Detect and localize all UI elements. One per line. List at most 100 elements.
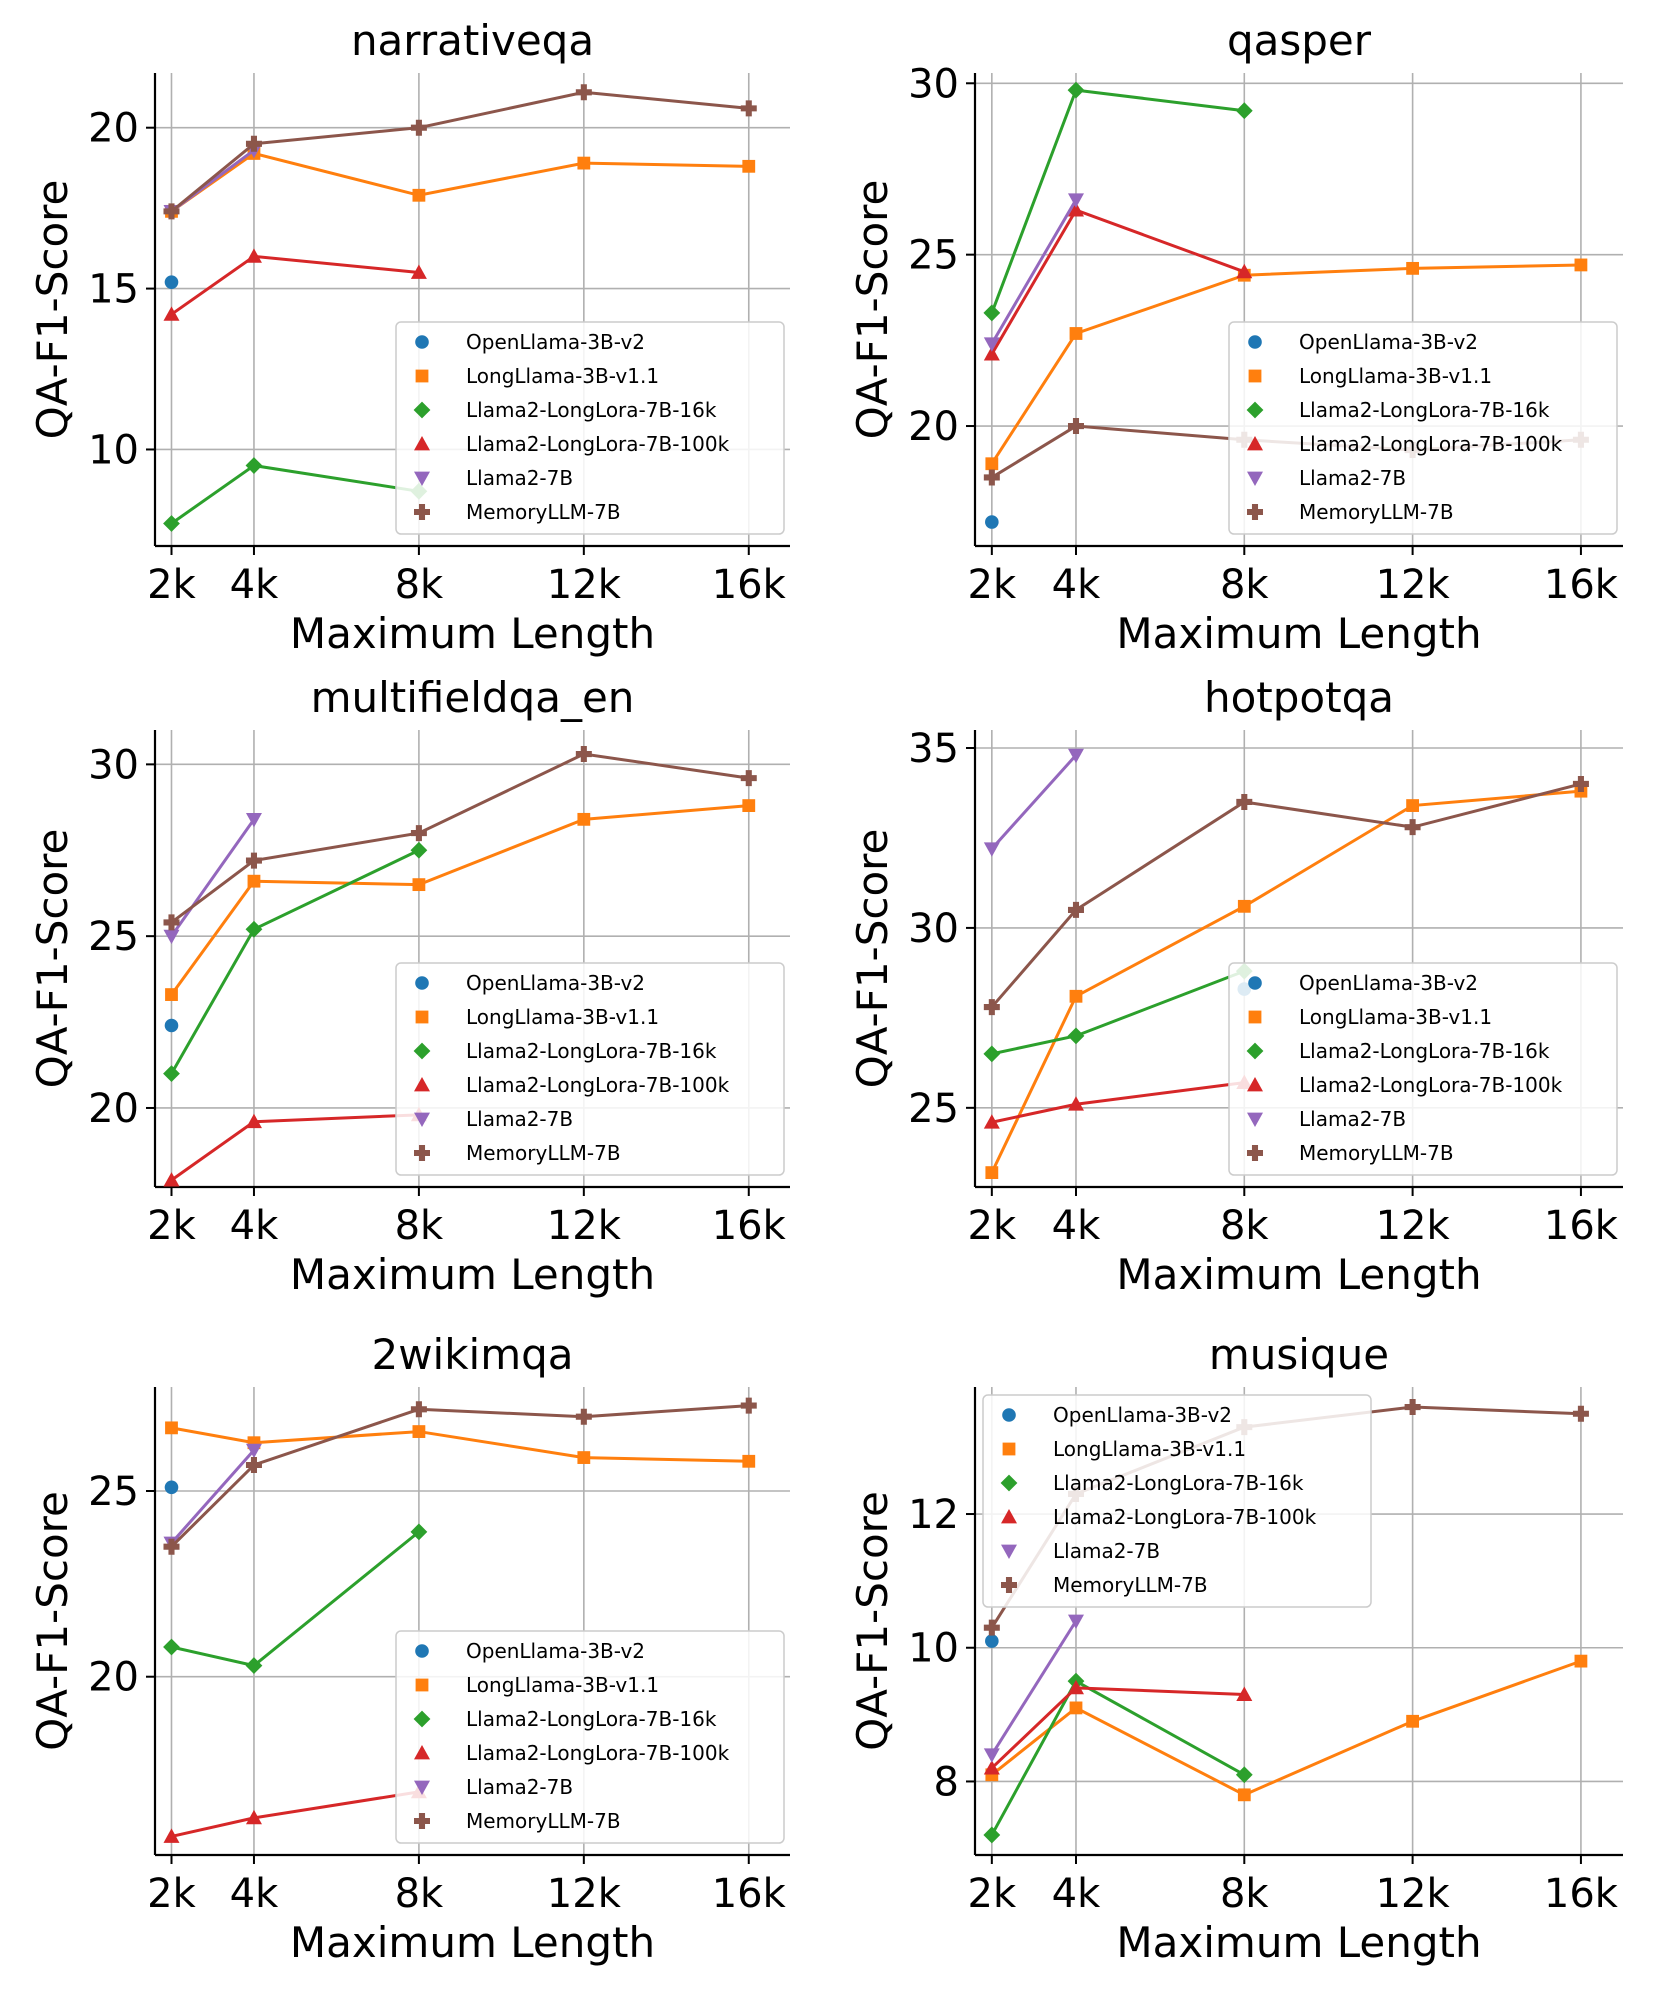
legend-marker <box>414 1745 430 1760</box>
data-point <box>412 1425 426 1438</box>
data-point <box>1406 261 1420 275</box>
legend: OpenLlama-3B-v2 LongLlama-3B-v1.1 Llama2-L… <box>982 1394 1372 1608</box>
chart-title: multifieldqa_en <box>311 673 635 722</box>
legend-marker <box>415 1644 429 1658</box>
legend-label: Llama2-LongLora-7B-16k <box>1299 398 1550 422</box>
data-point <box>1237 899 1251 913</box>
legend-label: MemoryLLM-7B <box>1299 500 1454 524</box>
series-line <box>991 1081 1245 1124</box>
data-point <box>1574 1654 1588 1668</box>
x-axis-label: Maximum Length <box>290 609 655 658</box>
data-point <box>983 1114 1000 1129</box>
y-tick-label: 10 <box>908 1626 959 1672</box>
legend-marker <box>1001 1509 1017 1524</box>
x-axis-label: Maximum Length <box>290 1250 655 1299</box>
legend-marker <box>415 1678 429 1692</box>
series-line <box>170 1113 419 1182</box>
data-point <box>1067 193 1084 208</box>
legend-marker <box>1247 471 1263 486</box>
series-llama2-7b <box>983 193 1084 352</box>
series-llama2-7b <box>983 1614 1084 1763</box>
data-point <box>1067 418 1084 435</box>
y-tick-label: 20 <box>88 1086 139 1132</box>
data-point <box>164 275 179 289</box>
chart-panel-qasper: 2k 4k 8k 12k 16k 20 25 30 qasper Maximum Length QA… <box>848 16 1623 658</box>
legend: OpenLlama-3B-v2 LongLlama-3B-v1.1 Llama2-L… <box>395 962 785 1176</box>
x-tick-label: 2k <box>968 1871 1017 1917</box>
legend-frame <box>395 321 785 535</box>
data-point <box>245 1443 262 1459</box>
data-point <box>983 337 1000 352</box>
data-point <box>163 1172 180 1187</box>
legend-label: Llama2-LongLora-7B-100k <box>466 432 730 456</box>
series-line <box>171 1530 420 1668</box>
data-point <box>1067 901 1084 918</box>
data-point <box>163 1538 180 1555</box>
data-point <box>1235 102 1253 120</box>
y-tick-label: 12 <box>908 1492 959 1538</box>
legend-marker <box>1002 1442 1016 1456</box>
y-axis-label: QA-F1-Score <box>848 180 897 440</box>
x-axis-label: Maximum Length <box>290 1918 655 1967</box>
legend-frame <box>982 1394 1372 1608</box>
legend: OpenLlama-3B-v2 LongLlama-3B-v1.1 Llama2-L… <box>1228 321 1618 535</box>
data-point <box>1067 202 1084 217</box>
series-memoryllm-7b <box>163 84 757 220</box>
legend-marker <box>1247 1145 1263 1161</box>
data-point <box>245 248 262 263</box>
legend-marker <box>1246 401 1264 419</box>
x-tick-label: 16k <box>1544 562 1619 608</box>
series-llama2-longlora-7b-100k <box>163 248 427 321</box>
data-point <box>1406 799 1420 812</box>
legend-label: Llama2-7B <box>466 1107 573 1131</box>
chart-title: hotpotqa <box>1204 673 1394 722</box>
legend-marker <box>1248 976 1262 990</box>
x-tick-label: 2k <box>147 1871 196 1917</box>
data-point <box>1069 1701 1083 1715</box>
x-axis-label: Maximum Length <box>1116 1918 1481 1967</box>
series-longllama-3b-v1-1 <box>165 799 756 1001</box>
legend-label: Llama2-7B <box>1299 466 1406 490</box>
legend: OpenLlama-3B-v2 LongLlama-3B-v1.1 Llama2-L… <box>1228 962 1618 1176</box>
series-llama2-longlora-7b-100k <box>163 1106 427 1187</box>
data-point <box>985 515 999 529</box>
data-point <box>577 1451 591 1464</box>
data-point <box>245 1809 262 1825</box>
legend: OpenLlama-3B-v2 LongLlama-3B-v1.1 Llama2-L… <box>395 1630 785 1844</box>
series-line <box>171 1790 420 1838</box>
series-openllama-3b-v2 <box>985 515 999 529</box>
chart-panel-hotpotqa: 2k 4k 8k 12k 16k 25 30 35 hotpotqa Maximum Length… <box>848 673 1623 1299</box>
x-tick-label: 4k <box>230 1203 279 1249</box>
x-tick-label: 2k <box>147 1203 196 1249</box>
data-point <box>163 1828 180 1843</box>
data-point <box>1572 1405 1589 1422</box>
data-point <box>577 812 591 826</box>
legend-label: Llama2-7B <box>1053 1539 1160 1563</box>
legend-marker <box>1248 335 1262 349</box>
x-tick-label: 12k <box>547 562 622 608</box>
series-openllama-3b-v2 <box>985 1634 999 1648</box>
x-tick-label: 16k <box>712 562 787 608</box>
legend-label: Llama2-LongLora-7B-100k <box>466 1741 730 1765</box>
data-point <box>245 1457 262 1473</box>
y-tick-label: 20 <box>908 404 959 450</box>
x-tick-label: 4k <box>1052 1203 1101 1249</box>
data-point <box>1067 1027 1085 1045</box>
series-llama2-longlora-7b-16k <box>983 81 1253 322</box>
y-tick-label: 25 <box>908 233 959 279</box>
legend-marker <box>413 1042 431 1060</box>
x-axis-label: Maximum Length <box>1116 609 1481 658</box>
data-point <box>985 1634 999 1648</box>
data-point <box>575 746 592 763</box>
x-tick-label: 12k <box>547 1871 622 1917</box>
legend-marker <box>1247 1077 1263 1092</box>
chart-panel-2wikimqa: 2k 4k 8k 12k 16k 20 25 2wikimqa Maximum Length QA… <box>28 1330 790 1967</box>
y-tick-label: 30 <box>908 906 959 952</box>
y-axis-label: QA-F1-Score <box>848 829 897 1089</box>
series-line <box>990 754 1078 850</box>
legend-marker <box>414 436 430 451</box>
series-openllama-3b-v2 <box>164 275 179 289</box>
data-point <box>410 1523 428 1541</box>
x-tick-label: 2k <box>968 562 1017 608</box>
